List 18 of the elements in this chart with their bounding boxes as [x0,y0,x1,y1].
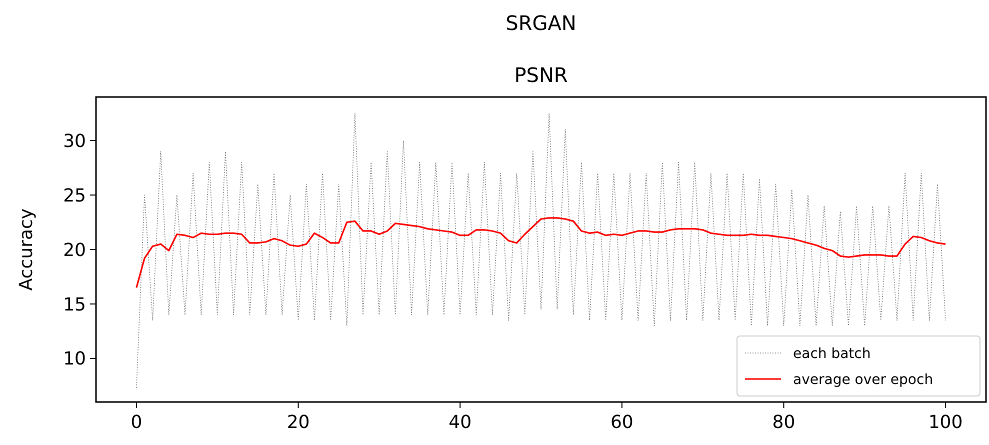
x-tick-label: 60 [610,412,634,433]
legend-label: average over epoch [793,372,934,388]
chart-subtitle: PSNR [514,63,568,87]
x-tick-label: 100 [928,412,963,433]
line-series [136,217,946,288]
legend-label: each batch [793,346,871,362]
line-series [136,112,946,388]
x-tick-label: 20 [286,412,310,433]
x-tick-label: 80 [772,412,796,433]
x-tick-label: 40 [448,412,472,433]
x-tick-label: 0 [130,412,142,433]
chart-title: SRGAN [506,11,576,35]
y-tick-label: 25 [63,185,86,206]
y-tick-label: 15 [63,294,86,316]
y-tick-label: 30 [63,130,86,152]
y-tick-label: 10 [63,348,86,370]
y-axis-title: Accuracy [16,208,37,291]
y-tick-label: 20 [63,240,86,261]
